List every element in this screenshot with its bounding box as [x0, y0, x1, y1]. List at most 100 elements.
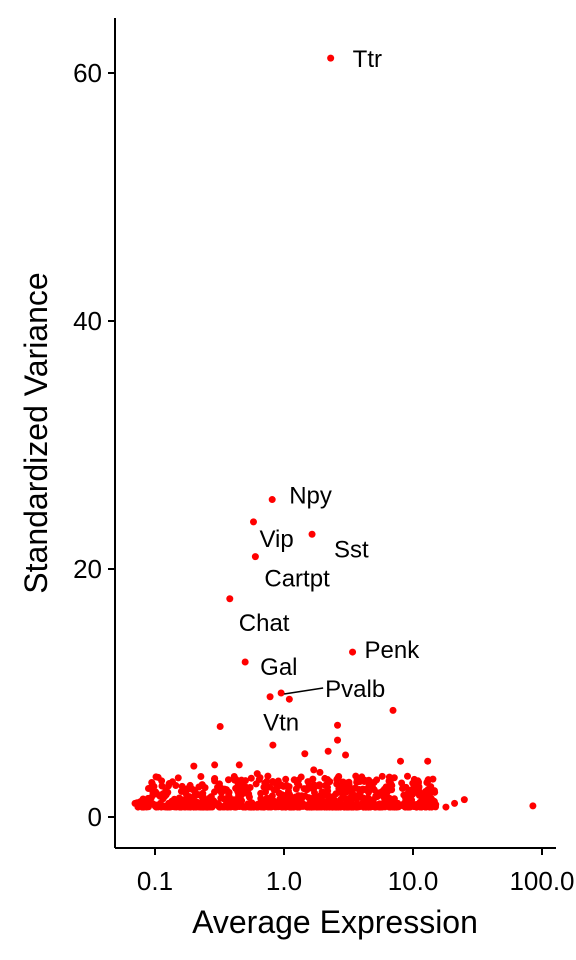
data-point: [247, 774, 255, 782]
data-point-pvalb: [277, 689, 285, 697]
data-point: [415, 788, 423, 796]
data-point: [297, 773, 305, 781]
data-point: [324, 747, 332, 755]
data-point: [361, 785, 369, 793]
data-point: [310, 781, 318, 789]
data-point: [190, 762, 198, 770]
data-point: [266, 783, 274, 791]
gene-label-vtn: Vtn: [263, 710, 299, 737]
data-point: [165, 780, 173, 788]
data-point: [378, 787, 386, 795]
y-tick-label: 20: [73, 554, 102, 584]
data-point: [184, 803, 192, 811]
data-point: [242, 803, 250, 811]
data-point: [426, 789, 434, 797]
data-point-vip: [249, 518, 257, 526]
data-point: [339, 778, 347, 786]
data-point: [273, 781, 281, 789]
data-point: [332, 790, 340, 798]
data-point: [316, 768, 324, 776]
data-point: [301, 750, 309, 758]
data-point: [387, 775, 395, 783]
data-point: [378, 803, 386, 811]
data-point: [269, 741, 277, 749]
data-point: [253, 770, 261, 778]
gene-label-penk: Penk: [365, 637, 421, 664]
data-point: [263, 777, 271, 785]
y-tick-label: 40: [73, 306, 102, 336]
data-point: [152, 790, 160, 798]
data-point: [391, 800, 399, 808]
data-point-vtn: [266, 693, 274, 701]
data-point: [285, 695, 293, 703]
data-point: [181, 796, 189, 804]
data-point: [334, 736, 342, 744]
data-point: [378, 772, 386, 780]
data-point: [370, 778, 378, 786]
data-point: [211, 777, 219, 785]
data-point: [370, 786, 378, 794]
data-point: [294, 792, 302, 800]
data-point: [235, 761, 243, 769]
data-point: [191, 792, 199, 800]
data-point: [226, 793, 234, 801]
data-point: [201, 784, 209, 792]
data-point: [396, 757, 404, 765]
data-point: [340, 794, 348, 802]
data-point: [199, 796, 207, 804]
data-point: [406, 800, 414, 808]
data-point: [207, 794, 215, 802]
data-point: [159, 790, 167, 798]
data-point: [365, 803, 373, 811]
data-point: [360, 777, 368, 785]
data-point: [404, 772, 412, 780]
data-point: [185, 783, 193, 791]
data-point: [178, 782, 186, 790]
data-point: [340, 803, 348, 811]
data-point: [342, 751, 350, 759]
data-point: [333, 776, 341, 784]
data-point: [154, 773, 162, 781]
data-point: [442, 803, 450, 811]
x-tick-label: 10.0: [388, 866, 439, 896]
data-point: [264, 772, 272, 780]
data-point: [389, 706, 397, 714]
data-point: [451, 799, 459, 807]
gene-label-pvalb: Pvalb: [325, 676, 385, 703]
data-point: [232, 803, 240, 811]
x-tick-label: 0.1: [137, 866, 173, 896]
data-point: [307, 794, 315, 802]
gene-label-vip: Vip: [259, 526, 293, 553]
data-point: [166, 801, 174, 809]
data-point: [197, 773, 205, 781]
data-point-cartpt: [251, 553, 259, 561]
data-point: [371, 803, 379, 811]
data-point: [174, 798, 182, 806]
gene-label-sst: Sst: [334, 536, 369, 563]
y-ticks: 0 20 40 60: [73, 58, 115, 832]
data-point: [291, 802, 299, 810]
data-point: [309, 775, 317, 783]
data-point: [322, 801, 330, 809]
data-point: [329, 803, 337, 811]
y-axis-title: Standardized Variance: [18, 272, 54, 593]
data-point: [362, 798, 370, 806]
data-point: [216, 802, 224, 810]
data-point-sst: [308, 530, 316, 538]
data-point-ttr: [327, 54, 335, 62]
data-point: [313, 798, 321, 806]
data-point-penk: [349, 648, 357, 656]
gene-label-npy: Npy: [289, 483, 332, 510]
data-point: [207, 802, 215, 810]
data-point: [424, 757, 432, 765]
gene-label-chat: Chat: [239, 610, 290, 637]
data-point: [409, 785, 417, 793]
data-point: [282, 775, 290, 783]
data-point: [174, 774, 182, 782]
pvalb-leader-line: [284, 687, 324, 695]
data-point: [193, 801, 201, 809]
data-point: [529, 802, 537, 810]
data-point: [323, 792, 331, 800]
data-point: [266, 794, 274, 802]
